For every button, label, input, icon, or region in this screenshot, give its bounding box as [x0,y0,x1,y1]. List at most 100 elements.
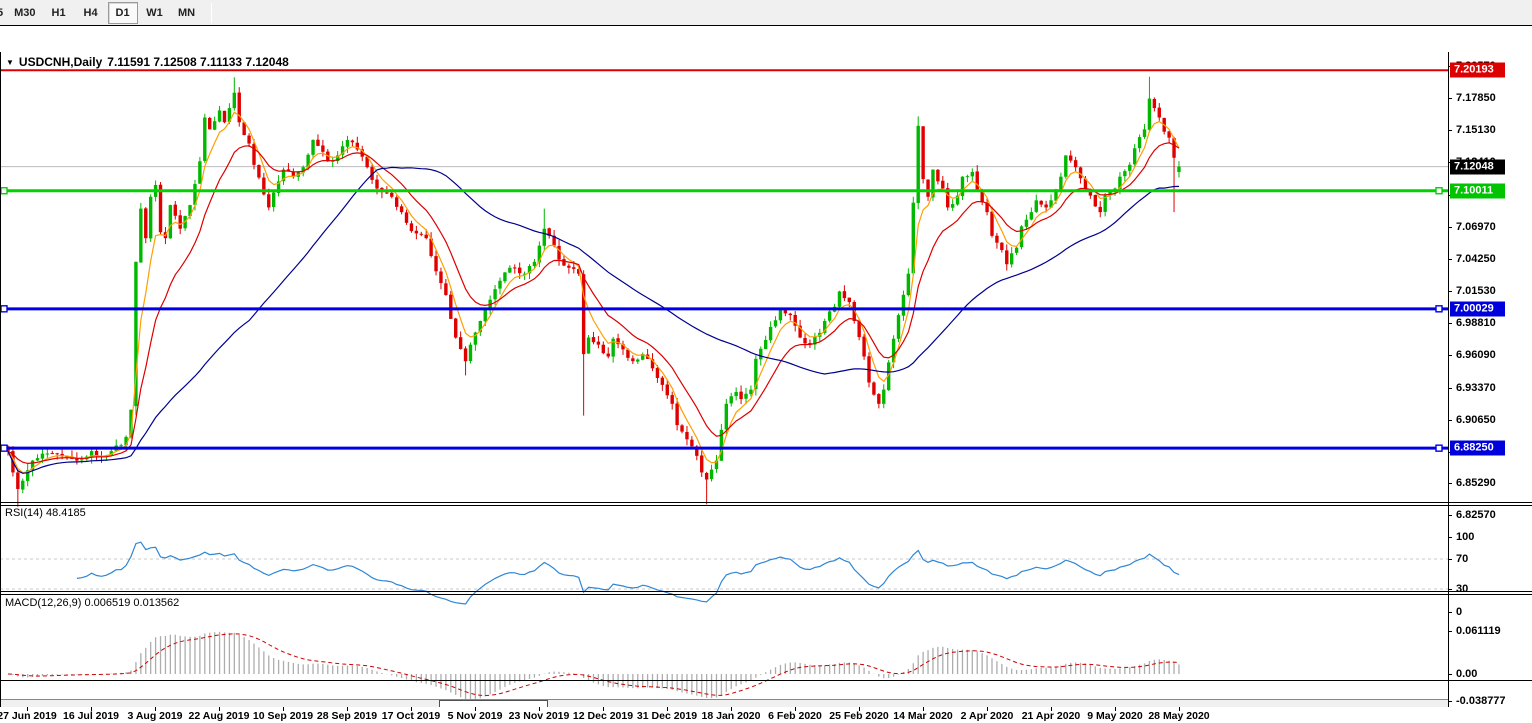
timeframe-button-m30[interactable]: M30 [14,6,36,19]
candle-body [503,272,507,282]
date-tick [667,707,668,711]
price-tick-tick [1449,387,1452,389]
price-chart-canvas[interactable] [0,52,1448,529]
date-tick [603,707,604,711]
candle-body [203,117,207,161]
candle-body [581,274,586,355]
ma-slow-line [7,166,1180,474]
candle-body [891,338,896,363]
candle-body [1054,189,1058,201]
candle-body [586,337,591,354]
candle-body [498,280,502,289]
candle-body [119,445,123,447]
candle-body [1039,200,1043,205]
candle-body [355,142,360,150]
chart-symbol-period: USDCNH,Daily [18,55,103,69]
candle-body [675,403,679,426]
pivot-line-blue-handle [1435,305,1443,313]
timeframe-button-w1[interactable]: W1 [146,6,163,19]
candle-body [862,336,866,357]
price-badge-pivot-line-blue: 7.00029 [1450,301,1505,317]
price-tick-label: 6.82570 [1456,509,1496,522]
candle-body [709,469,714,480]
candle-body [591,337,596,343]
candle-body [281,169,286,182]
candle-body [695,446,699,456]
price-tick-tick [1449,483,1452,485]
rsi-indicator-canvas[interactable] [0,532,1448,617]
macd-indicator-canvas[interactable] [0,621,1448,707]
candle-body [301,167,305,173]
date-tick [1115,707,1116,711]
candle-body [311,139,315,155]
price-tick-tick [1449,226,1452,228]
candle-body [124,436,128,446]
timeframe-button-h4[interactable]: H4 [83,6,98,19]
candle-body [1005,250,1009,265]
candle-body [803,337,807,344]
ma-fast-line [7,111,1180,474]
macd-label: MACD(12,26,9) 0.006519 0.013562 [5,597,180,609]
candle-body [532,261,537,267]
candle-body [1064,155,1068,177]
candle-body [247,135,251,144]
candle-body [1157,107,1161,118]
date-tick [795,707,796,711]
candle-body [946,188,950,208]
candle-body [1137,137,1142,149]
splitter-line[interactable] [0,505,1532,506]
candle-body [345,139,350,147]
candle-body [473,332,478,345]
candle-body [1152,98,1157,109]
candle-body [601,344,606,354]
candle-body [30,460,35,471]
timeframe-button-d1[interactable]: D1 [107,1,138,24]
candle-body [788,313,792,316]
candle-body [1000,242,1004,251]
date-label: 3 Aug 2019 [127,710,183,722]
rsi-line [76,541,1180,605]
candle-body [65,456,69,458]
candle-body [222,110,227,123]
date-label: 21 Apr 2020 [1021,710,1081,722]
price-tick-label: 7.17850 [1456,92,1496,104]
candle-body [680,425,684,432]
candle-body [16,472,20,489]
candle-body [626,349,630,358]
candle-body [970,171,975,177]
timeframe-button-h1[interactable]: H1 [51,6,66,19]
candle-body [439,271,443,284]
candle-body [404,212,409,223]
candle-body [399,206,404,213]
candle-body [429,238,433,256]
chart-menu-triangle-icon[interactable]: ▼ [6,57,14,67]
price-tick-label: 6.96090 [1456,349,1496,362]
candle-body [1088,189,1093,196]
timeframe-button-mn[interactable]: MN [177,6,196,19]
candle-body [109,451,114,455]
date-label: 10 Sep 2019 [252,710,314,722]
date-tick [475,707,476,711]
candle-body [286,169,291,172]
candle-body [798,325,802,338]
date-tick [411,707,412,711]
candle-body [650,359,655,369]
candle-body [616,338,620,345]
price-tick-tick [1449,515,1452,517]
candle-body [424,234,428,239]
macd-tick-tick [1449,631,1452,633]
candle-body [291,171,296,177]
candle-body [385,192,389,194]
candle-body [759,348,763,360]
candle-body [577,269,581,274]
candle-body [75,458,79,461]
splitter-line[interactable] [0,591,1532,592]
rsi-tick-label: 30 [1456,583,1469,595]
candle-body [749,389,753,395]
candle-body [852,302,856,321]
splitter-line[interactable] [0,594,1532,595]
timeframe-button-5[interactable]: 5 [0,6,4,19]
candle-body [640,354,645,360]
candle-body [778,309,783,321]
splitter-line[interactable] [0,502,1532,503]
